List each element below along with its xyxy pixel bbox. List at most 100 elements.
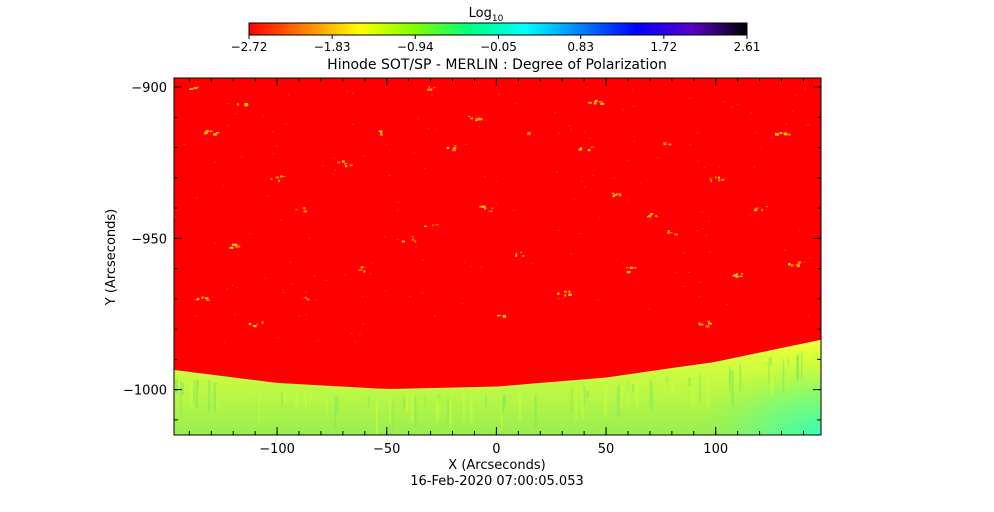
polarization-noise	[262, 116, 265, 118]
polarization-features	[174, 86, 811, 343]
polarization-noise	[710, 181, 712, 183]
polarization-noise	[554, 111, 556, 113]
polarization-noise	[633, 140, 635, 142]
polarization-speck	[721, 178, 725, 181]
x-axis: −100 −50 0 50 100	[188, 78, 804, 457]
polarization-noise	[222, 185, 225, 187]
polarization-speck	[740, 273, 744, 275]
polarization-noise	[214, 161, 216, 163]
polarization-noise	[385, 290, 387, 292]
y-axis: −900 −950 −1000	[123, 81, 821, 421]
chart-title: Hinode SOT/SP - MERLIN : Degree of Polar…	[327, 57, 667, 73]
texture-streak	[800, 353, 803, 380]
texture-streak	[193, 381, 195, 404]
texture-streak	[309, 394, 312, 402]
polarization-speck	[663, 142, 667, 145]
texture-streak	[671, 376, 674, 395]
polarization-noise	[397, 239, 399, 240]
polarization-speck	[527, 133, 531, 136]
polarization-noise	[515, 102, 518, 104]
polarization-noise	[675, 272, 678, 274]
polarization-speck	[256, 323, 259, 326]
polarization-noise	[235, 113, 238, 115]
polarization-noise	[435, 128, 437, 130]
polarization-noise	[298, 315, 300, 316]
polarization-speck	[363, 270, 366, 273]
polarization-noise	[480, 266, 483, 268]
polarization-speck	[765, 205, 768, 208]
texture-streak	[485, 394, 487, 402]
polarization-noise	[597, 300, 600, 301]
polarization-speck	[189, 88, 194, 90]
polarization-speck	[478, 117, 481, 120]
polarization-noise	[397, 201, 400, 203]
x-tick-label: −50	[373, 442, 400, 457]
polarization-noise	[558, 132, 560, 134]
polarization-noise	[359, 334, 361, 336]
polarization-noise	[631, 89, 634, 91]
polarization-noise	[422, 259, 424, 261]
polarization-speck	[282, 176, 286, 177]
texture-streak	[258, 390, 260, 424]
polarization-noise	[557, 230, 560, 231]
polarization-noise	[723, 101, 725, 102]
polarization-noise	[804, 261, 806, 263]
polarization-noise	[226, 288, 228, 290]
texture-streak	[728, 369, 731, 386]
colorbar-label: Log10	[469, 6, 504, 24]
polarization-noise	[321, 165, 324, 167]
texture-streak	[326, 395, 328, 415]
polarization-speck	[754, 209, 758, 212]
texture-streak	[175, 379, 178, 393]
polarization-speck	[237, 245, 241, 248]
polarization-speck	[664, 143, 667, 145]
polarization-speck	[244, 103, 249, 105]
polarization-noise	[226, 103, 229, 104]
polarization-speck	[205, 130, 210, 132]
polarization-speck	[698, 322, 701, 325]
polarization-speck	[754, 207, 759, 210]
polarization-speck	[360, 266, 364, 269]
polarization-noise	[798, 229, 801, 231]
polarization-speck	[700, 323, 704, 326]
polarization-noise	[223, 341, 225, 343]
polarization-noise	[478, 126, 480, 128]
polarization-speck	[295, 208, 298, 211]
polarization-noise	[709, 251, 711, 253]
texture-streak	[666, 376, 668, 383]
polarization-noise	[484, 176, 486, 178]
polarization-noise	[558, 298, 560, 300]
texture-streak	[447, 397, 450, 427]
polarization-noise	[234, 314, 236, 316]
polarization-noise	[276, 145, 278, 147]
polarization-speck	[204, 131, 209, 134]
colorbar-label-sub: 10	[492, 14, 504, 24]
polarization-speck	[337, 161, 341, 164]
polarization-speck	[341, 160, 345, 163]
polarization-speck	[253, 325, 257, 328]
polarization-noise	[434, 315, 436, 317]
polarization-noise	[579, 233, 581, 234]
polarization-speck	[667, 232, 671, 234]
polarization-speck	[710, 179, 713, 182]
polarization-noise	[305, 314, 307, 316]
texture-streak	[470, 398, 473, 424]
polarization-speck	[529, 131, 531, 134]
polarization-speck	[206, 299, 210, 301]
polarization-noise	[683, 286, 686, 287]
polarization-speck	[515, 254, 518, 257]
polarization-noise	[736, 103, 739, 105]
x-tick-label: 50	[598, 442, 615, 457]
polarization-speck	[779, 132, 783, 135]
polarization-noise	[730, 106, 733, 108]
polarization-noise	[325, 280, 327, 281]
texture-streak	[586, 390, 589, 398]
polarization-speck	[452, 149, 456, 152]
polarization-noise	[196, 197, 198, 199]
texture-streak	[694, 371, 697, 405]
texture-streak	[367, 397, 370, 410]
polarization-speck	[379, 133, 383, 136]
polarization-noise	[424, 167, 426, 169]
polarization-speck	[481, 205, 486, 208]
texture-streak	[414, 396, 417, 428]
